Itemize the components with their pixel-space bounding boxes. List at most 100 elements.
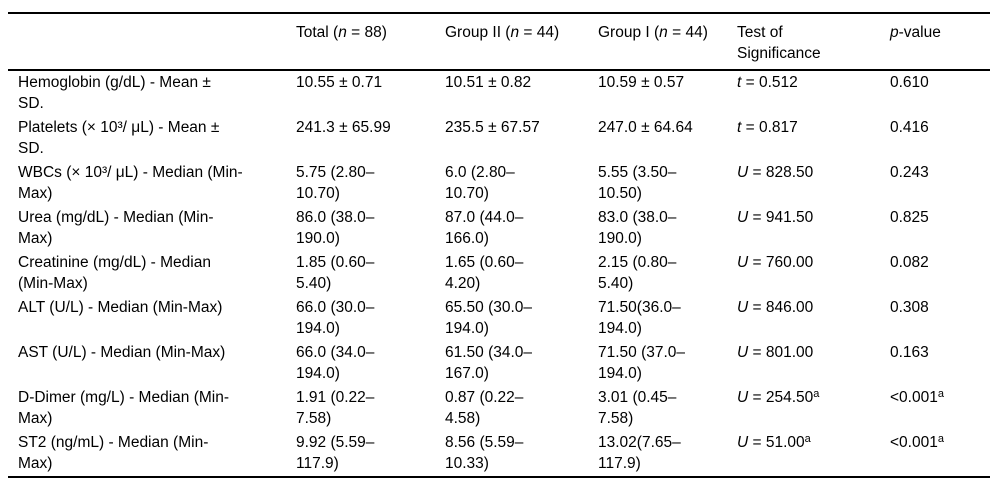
test-statistic-value: = 254.50	[748, 389, 814, 406]
parameter-label-text: Creatinine (mg/dL) - Median (Min-Max)	[18, 254, 211, 292]
cell-total-value: 1.91 (0.22– 7.58)	[286, 386, 435, 431]
parameter-label-text: Hemoglobin (g/dL) - Mean ± SD.	[18, 74, 211, 112]
cell-test-statistic: U = 254.50a	[727, 386, 880, 431]
cell-group1-value: 5.55 (3.50– 10.50)	[588, 161, 727, 206]
pvalue-superscript: a	[937, 388, 944, 400]
cell-group1-value: 83.0 (38.0– 190.0)	[588, 206, 727, 251]
group1-value-text: 13.02(7.65– 117.9)	[598, 434, 681, 472]
table-row: D-Dimer (mg/L) - Median (Min- Max) 1.91 …	[8, 386, 990, 431]
test-statistic-letter-italic: U	[737, 299, 749, 316]
test-statistic-value: = 941.50	[748, 209, 814, 226]
cell-parameter-label: WBCs (× 10³/ μL) - Median (Min- Max)	[8, 161, 286, 206]
pvalue-text: 0.243	[890, 164, 929, 181]
total-value-text: 9.92 (5.59– 117.9)	[296, 434, 375, 472]
cell-pvalue: 0.610	[880, 70, 990, 116]
parameter-label-text: Urea (mg/dL) - Median (Min- Max)	[18, 209, 214, 247]
pvalue-text: 0.308	[890, 299, 929, 316]
table-row: Creatinine (mg/dL) - Median (Min-Max) 1.…	[8, 251, 990, 296]
group1-value-text: 5.55 (3.50– 10.50)	[598, 164, 677, 202]
test-statistic-value: = 801.00	[748, 344, 814, 361]
cell-parameter-label: Hemoglobin (g/dL) - Mean ± SD.	[8, 70, 286, 116]
test-statistic-letter-italic: U	[737, 209, 749, 226]
group1-value-text: 10.59 ± 0.57	[598, 74, 685, 91]
cell-group1-value: 71.50(36.0– 194.0)	[588, 296, 727, 341]
cell-pvalue: <0.001a	[880, 431, 990, 477]
cell-test-statistic: t = 0.512	[727, 70, 880, 116]
pvalue-text: <0.001	[890, 434, 938, 451]
parameter-label-text: WBCs (× 10³/ μL) - Median (Min- Max)	[18, 164, 243, 202]
cell-pvalue: 0.416	[880, 116, 990, 161]
pvalue-text: 0.825	[890, 209, 929, 226]
total-value-text: 86.0 (38.0– 190.0)	[296, 209, 375, 247]
cell-parameter-label: Urea (mg/dL) - Median (Min- Max)	[8, 206, 286, 251]
group1-value-text: 2.15 (0.80– 5.40)	[598, 254, 677, 292]
cell-total-value: 66.0 (30.0– 194.0)	[286, 296, 435, 341]
pvalue-text: 0.610	[890, 74, 929, 91]
cell-pvalue: 0.082	[880, 251, 990, 296]
parameter-label-text: ALT (U/L) - Median (Min-Max)	[18, 299, 223, 316]
group2-value-text: 61.50 (34.0– 167.0)	[445, 344, 533, 382]
group2-value-text: 1.65 (0.60– 4.20)	[445, 254, 524, 292]
header-pvalue-col: p-value	[880, 13, 990, 71]
group1-value-text: 71.50(36.0– 194.0)	[598, 299, 681, 337]
parameter-label-text: ST2 (ng/mL) - Median (Min- Max)	[18, 434, 209, 472]
test-statistic-superscript: a	[813, 388, 820, 400]
cell-group2-value: 235.5 ± 67.57	[435, 116, 588, 161]
total-value-text: 66.0 (34.0– 194.0)	[296, 344, 375, 382]
header-p-italic: p	[890, 24, 899, 41]
parameter-label-text: AST (U/L) - Median (Min-Max)	[18, 344, 226, 361]
table-row: Hemoglobin (g/dL) - Mean ± SD. 10.55 ± 0…	[8, 70, 990, 116]
table-body: Hemoglobin (g/dL) - Mean ± SD. 10.55 ± 0…	[8, 70, 990, 477]
cell-total-value: 66.0 (34.0– 194.0)	[286, 341, 435, 386]
cell-group2-value: 0.87 (0.22– 4.58)	[435, 386, 588, 431]
cell-test-statistic: U = 941.50	[727, 206, 880, 251]
pvalue-text: 0.082	[890, 254, 929, 271]
cell-total-value: 241.3 ± 65.99	[286, 116, 435, 161]
cell-pvalue: 0.825	[880, 206, 990, 251]
pvalue-superscript: a	[937, 433, 944, 445]
table-header: Total (n = 88) Group II (n = 44) Group I…	[8, 13, 990, 71]
cell-total-value: 86.0 (38.0– 190.0)	[286, 206, 435, 251]
pvalue-text: <0.001	[890, 389, 938, 406]
table-row: Urea (mg/dL) - Median (Min- Max) 86.0 (3…	[8, 206, 990, 251]
cell-total-value: 1.85 (0.60– 5.40)	[286, 251, 435, 296]
test-statistic-value: = 846.00	[748, 299, 814, 316]
group1-value-text: 3.01 (0.45– 7.58)	[598, 389, 677, 427]
total-value-text: 10.55 ± 0.71	[296, 74, 383, 91]
parameter-label-text: Platelets (× 10³/ μL) - Mean ± SD.	[18, 119, 220, 157]
header-test-of-significance-col: Test of Significance	[727, 13, 880, 71]
cell-parameter-label: AST (U/L) - Median (Min-Max)	[8, 341, 286, 386]
paper-table-figure: Total (n = 88) Group II (n = 44) Group I…	[8, 12, 990, 478]
cell-group2-value: 8.56 (5.59– 10.33)	[435, 431, 588, 477]
test-statistic-value: = 0.817	[741, 119, 798, 136]
total-value-text: 241.3 ± 65.99	[296, 119, 391, 136]
test-statistic-letter-italic: U	[737, 344, 749, 361]
cell-total-value: 5.75 (2.80– 10.70)	[286, 161, 435, 206]
group2-value-text: 87.0 (44.0– 166.0)	[445, 209, 524, 247]
cell-test-statistic: U = 828.50	[727, 161, 880, 206]
test-statistic-letter-italic: U	[737, 434, 749, 451]
header-group2-pre: Group II (	[445, 24, 511, 41]
cell-group1-value: 71.50 (37.0– 194.0)	[588, 341, 727, 386]
header-group2-n-italic: n	[510, 24, 520, 41]
header-group1-post: = 44)	[667, 24, 708, 41]
header-group1-col: Group I (n = 44)	[588, 13, 727, 71]
cell-group2-value: 65.50 (30.0– 194.0)	[435, 296, 588, 341]
test-statistic-value: = 828.50	[748, 164, 814, 181]
header-total-col: Total (n = 88)	[286, 13, 435, 71]
test-statistic-value: = 760.00	[748, 254, 814, 271]
cell-group1-value: 3.01 (0.45– 7.58)	[588, 386, 727, 431]
header-total-n-italic: n	[338, 24, 347, 41]
group1-value-text: 247.0 ± 64.64	[598, 119, 693, 136]
header-group2-col: Group II (n = 44)	[435, 13, 588, 71]
total-value-text: 1.91 (0.22– 7.58)	[296, 389, 375, 427]
pvalue-text: 0.416	[890, 119, 929, 136]
test-statistic-letter-italic: U	[737, 254, 749, 271]
cell-group1-value: 13.02(7.65– 117.9)	[588, 431, 727, 477]
header-group1-pre: Group I (	[598, 24, 660, 41]
test-statistic-letter-italic: U	[737, 164, 749, 181]
cell-parameter-label: D-Dimer (mg/L) - Median (Min- Max)	[8, 386, 286, 431]
cell-pvalue: 0.163	[880, 341, 990, 386]
test-statistic-value: = 0.512	[741, 74, 798, 91]
test-statistic-letter-italic: t	[737, 119, 742, 136]
